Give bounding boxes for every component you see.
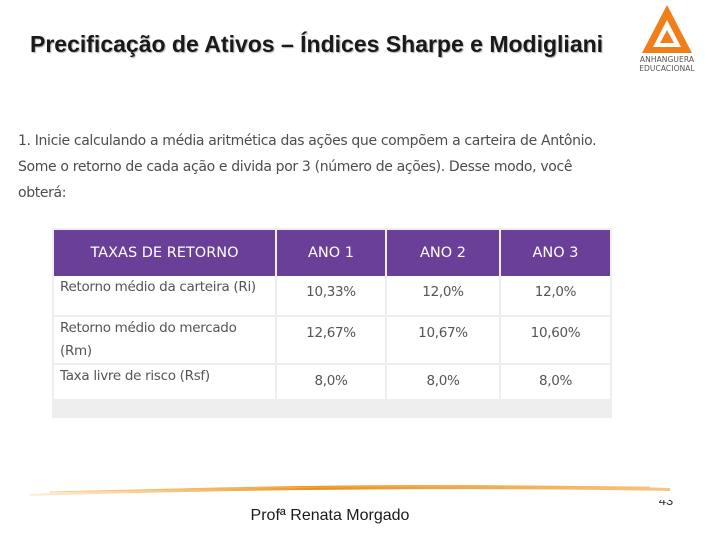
page-number-text: 43 (658, 500, 674, 508)
returns-table: TAXAS DE RETORNO ANO 1 ANO 2 ANO 3 Retor… (54, 230, 610, 401)
table-row: Retorno médio do mercado (Rm) 12,67% 10,… (54, 316, 610, 365)
row-label: Retorno médio do mercado (Rm) (54, 316, 277, 365)
page-number: 43 (646, 500, 686, 512)
table-cell: 12,0% (500, 276, 610, 317)
row-label: Taxa livre de risco (Rsf) (54, 364, 277, 401)
column-header: ANO 1 (276, 230, 387, 276)
table-row: Taxa livre de risco (Rsf) 8,0% 8,0% 8,0% (54, 364, 610, 401)
table-header-row: TAXAS DE RETORNO ANO 1 ANO 2 ANO 3 (54, 230, 610, 276)
anhanguera-logo: ANHANGUERA EDUCACIONAL (636, 3, 698, 83)
column-header: ANO 3 (500, 230, 610, 276)
logo-wordmark: ANHANGUERA EDUCACIONAL (636, 55, 698, 73)
table-cell: 8,0% (386, 364, 501, 401)
returns-table-container: TAXAS DE RETORNO ANO 1 ANO 2 ANO 3 Retor… (52, 228, 612, 418)
footer-author: Profª Renata Morgado (250, 507, 410, 524)
table-cell: 10,60% (500, 316, 610, 365)
decorative-swoosh (30, 485, 670, 496)
slide-title: Precificação de Ativos – Índices Sharpe … (30, 31, 604, 57)
table-cell: 8,0% (500, 364, 610, 401)
column-header: ANO 2 (386, 230, 501, 276)
table-cell: 8,0% (276, 364, 387, 401)
row-label: Retorno médio da carteira (Ri) (54, 276, 277, 317)
logo-line-2: EDUCACIONAL (639, 64, 695, 73)
column-header: TAXAS DE RETORNO (54, 230, 277, 276)
logo-line-1: ANHANGUERA (639, 55, 695, 64)
table-cell: 10,67% (386, 316, 501, 365)
table-cell: 12,67% (276, 316, 387, 365)
table-cell: 10,33% (276, 276, 387, 317)
table-cell: 12,0% (386, 276, 501, 317)
table-row: Retorno médio da carteira (Ri) 10,33% 12… (54, 276, 610, 317)
intro-paragraph: 1. Inicie calculando a média aritmética … (18, 133, 597, 201)
triangle-logo-icon (642, 5, 692, 53)
